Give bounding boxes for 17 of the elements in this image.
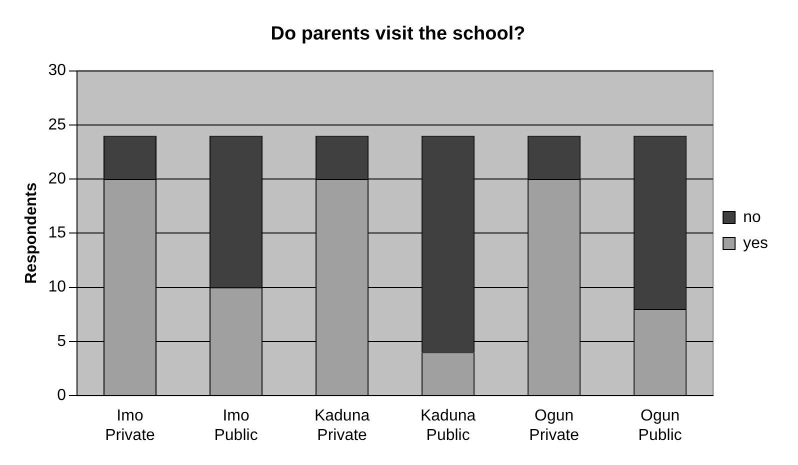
y-tick-label: 25 [48, 116, 66, 134]
y-tick-label: 0 [57, 387, 66, 404]
y-tick-label: 5 [57, 332, 66, 350]
x-tick-label: Kaduna Public [420, 408, 476, 444]
x-tick-label: Imo Public [214, 408, 258, 444]
legend-label: yes [743, 234, 768, 252]
x-tick-label: Ogun Private [529, 408, 580, 444]
y-tick-label: 10 [48, 278, 66, 296]
x-tick-label: Ogun Public [638, 408, 682, 444]
x-tick-label: Kaduna Private [314, 408, 370, 444]
y-tick-label: 30 [48, 62, 66, 80]
y-tick-label: 20 [48, 170, 66, 188]
y-tick-label: 15 [48, 224, 66, 242]
chart-title: Do parents visit the school? [270, 24, 526, 45]
legend-label: no [743, 208, 761, 226]
y-axis-title: Respondents [23, 182, 40, 284]
x-tick-label: Imo Private [105, 408, 156, 444]
